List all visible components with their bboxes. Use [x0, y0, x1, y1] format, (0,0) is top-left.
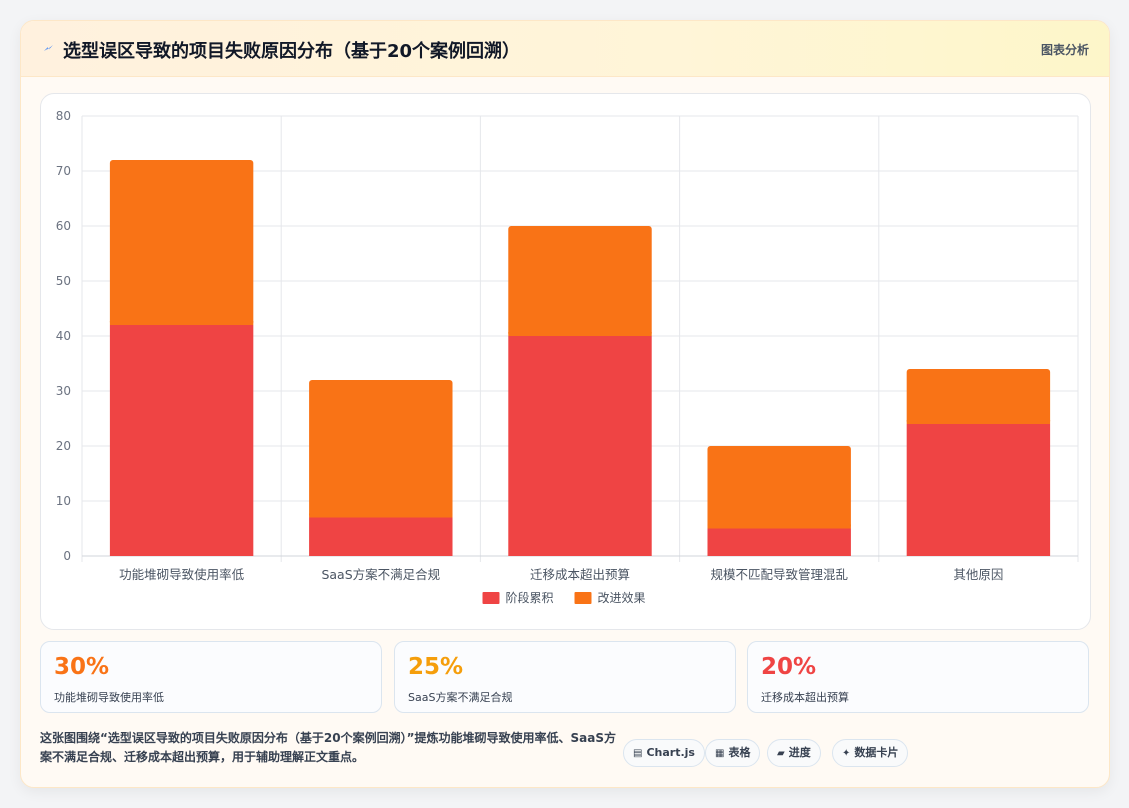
y-tick-label: 20	[56, 439, 71, 453]
chip-data-card[interactable]: ✦ 数据卡片	[832, 739, 909, 767]
y-tick-label: 80	[56, 109, 71, 123]
stat-value: 30%	[54, 654, 110, 680]
y-tick-label: 10	[56, 494, 71, 508]
x-tick-label: 其他原因	[953, 567, 1003, 582]
bar-corner-fill	[906, 420, 1051, 424]
y-tick-label: 70	[56, 164, 71, 178]
bar-corner-fill	[707, 524, 851, 529]
chart-panel: 0 10 20 30 40 50 60 70 80 功能堆砌导致使用率低 SaaS方案不满足合规 迁移…	[40, 93, 1091, 630]
y-tick-label: 40	[56, 329, 71, 343]
stat-label: 迁移成本超出预算	[761, 691, 849, 704]
chip-label: 表格	[728, 746, 751, 759]
bar-improvement-effect	[109, 160, 254, 325]
bar-stage-accumulation	[707, 528, 851, 556]
bar-corner-fill	[309, 513, 453, 518]
y-tick-label: 30	[56, 384, 71, 398]
legend-label: 阶段累积	[506, 590, 554, 605]
page-title: 选型误区导致的项目失败原因分布（基于20个案例回溯）	[63, 41, 521, 62]
chip-label: 数据卡片	[854, 746, 899, 759]
stat-card-2: 25% SaaS方案不满足合规	[394, 641, 736, 713]
chip-label: 进度	[788, 746, 811, 759]
stat-label: SaaS方案不满足合规	[408, 691, 513, 704]
bar-improvement-effect	[309, 380, 453, 518]
stat-card-1: 30% 功能堆砌导致使用率低	[40, 641, 382, 713]
bar-stage-accumulation	[508, 336, 652, 556]
bar-stage-accumulation	[309, 517, 453, 556]
bar-improvement-effect	[508, 226, 652, 336]
chip-table[interactable]: ▦ 表格	[705, 739, 761, 767]
y-tick-label: 60	[56, 219, 71, 233]
x-tick-label: SaaS方案不满足合规	[321, 567, 440, 582]
y-tick-label: 50	[56, 274, 71, 288]
chip-chartjs[interactable]: ▤ Chart.js	[623, 739, 705, 767]
x-tick-label: 功能堆砌导致使用率低	[119, 567, 245, 582]
chart-card: 选型误区导致的项目失败原因分布（基于20个案例回溯） 图表分析 0 10 20 30 4…	[20, 20, 1110, 788]
x-tick-label: 迁移成本超出预算	[530, 567, 630, 582]
table-icon: ▦	[715, 748, 725, 759]
bar-corner-fill	[508, 332, 652, 336]
sparkle-icon: ✦	[842, 748, 851, 759]
chart-icon: ▤	[633, 748, 643, 759]
chart-description: 这张图围绕“选型误区导致的项目失败原因分布（基于20个案例回溯）”提炼功能堆砌导…	[40, 731, 616, 764]
card-header: 选型误区导致的项目失败原因分布（基于20个案例回溯） 图表分析	[21, 21, 1109, 77]
progress-icon: ▰	[777, 748, 785, 759]
stat-value: 20%	[761, 654, 817, 680]
stat-card-3: 20% 迁移成本超出预算	[747, 641, 1089, 713]
y-tick-label: 0	[63, 549, 71, 563]
legend-label: 改进效果	[598, 590, 646, 605]
bar-stage-accumulation	[906, 424, 1051, 556]
chart-analysis-link[interactable]: 图表分析	[1040, 43, 1089, 57]
chip-label: Chart.js	[646, 746, 695, 759]
zap-icon	[44, 45, 53, 51]
bar-stage-accumulation	[109, 325, 254, 556]
chip-progress[interactable]: ▰ 进度	[767, 739, 821, 767]
stat-label: 功能堆砌导致使用率低	[54, 691, 164, 704]
bar-corner-fill	[109, 321, 254, 325]
legend-swatch	[574, 592, 592, 604]
x-tick-label: 规模不匹配导致管理混乱	[710, 567, 848, 582]
bar-improvement-effect	[707, 446, 851, 529]
bar-improvement-effect	[906, 369, 1051, 424]
stacked-bar-chart: 0 10 20 30 40 50 60 70 80 功能堆砌导致使用率低 SaaS方案不满足合规 迁移…	[56, 109, 1079, 605]
legend-swatch	[482, 592, 500, 604]
stat-value: 25%	[408, 654, 464, 680]
